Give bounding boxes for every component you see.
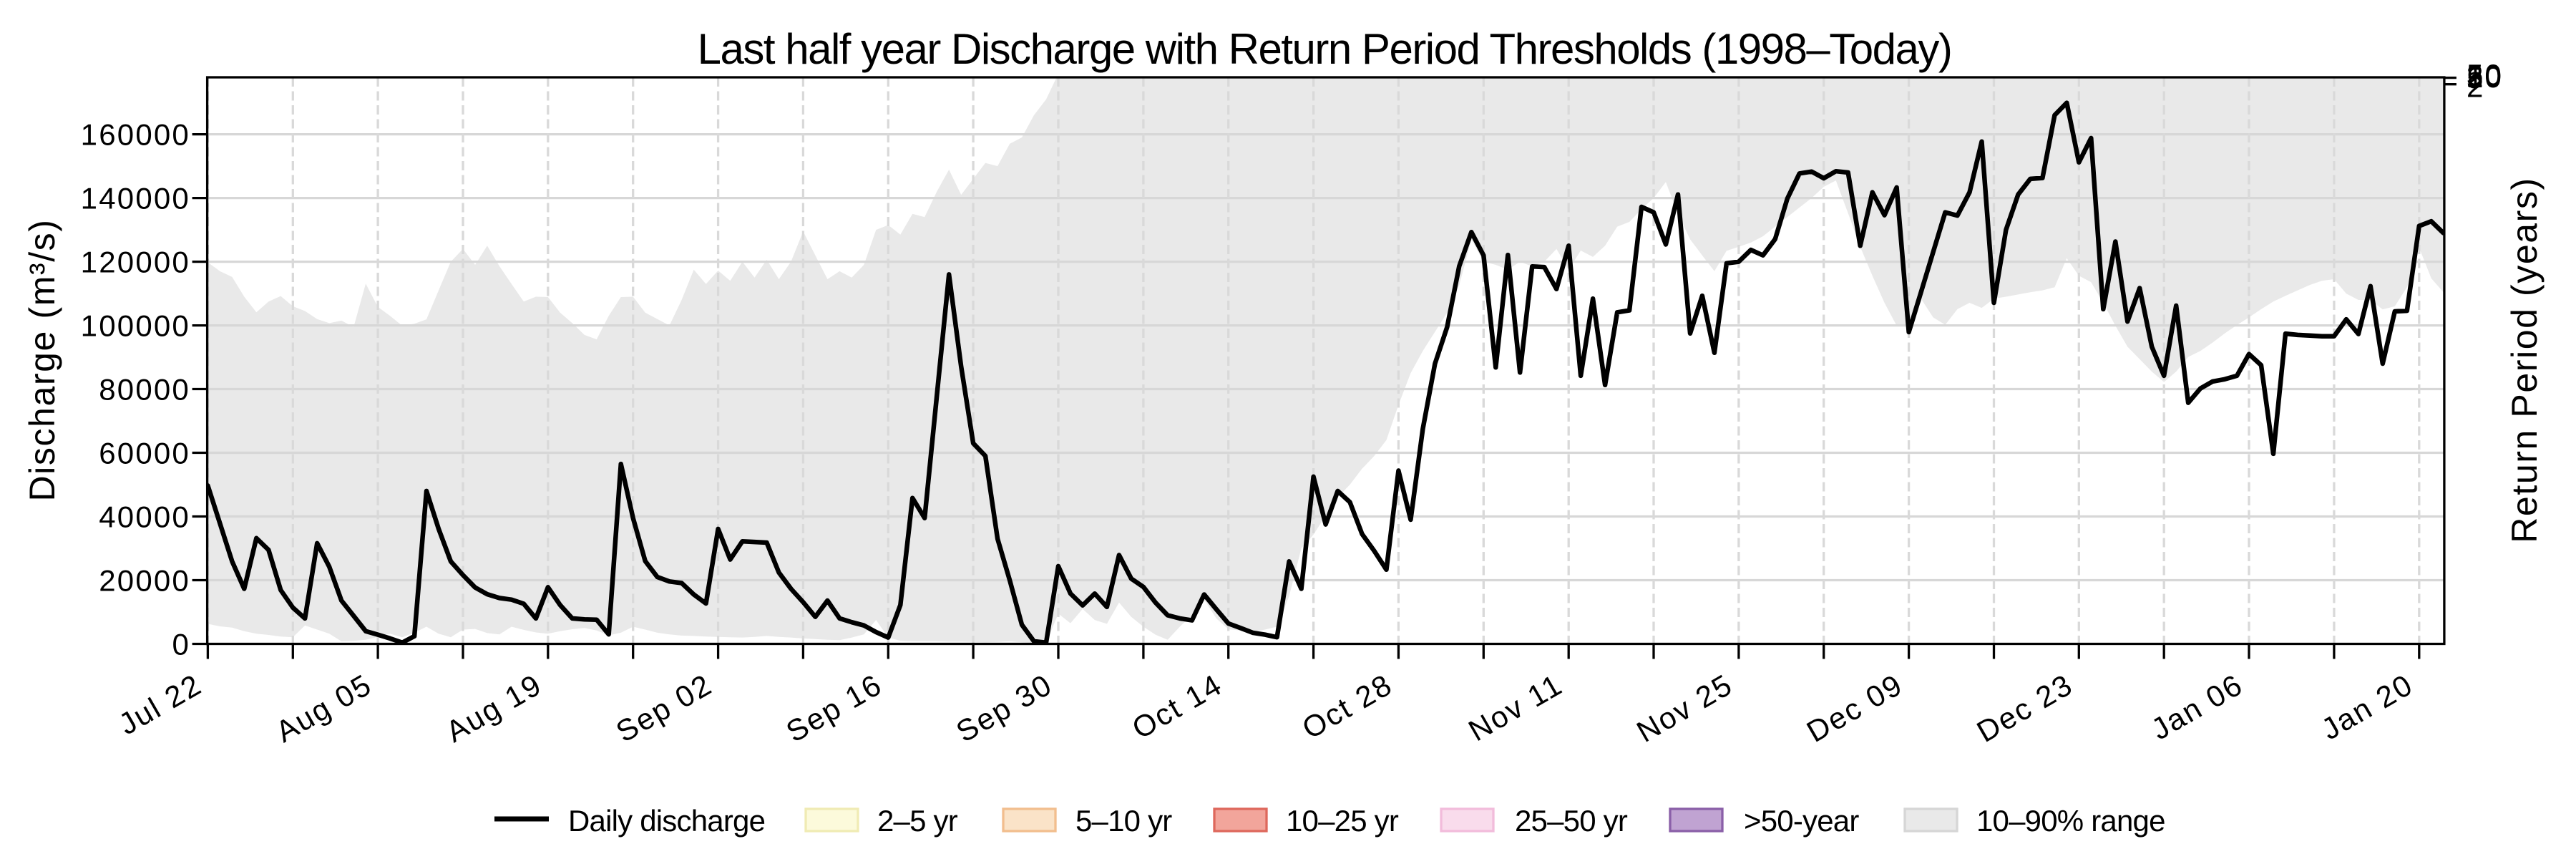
svg-text:Last half year Discharge with: Last half year Discharge with Return Per… [698,25,1952,73]
svg-text:2: 2 [2467,70,2485,104]
svg-text:2–5 yr: 2–5 yr [877,804,958,838]
svg-text:>50-year: >50-year [1744,804,1859,838]
svg-text:25–50 yr: 25–50 yr [1515,804,1628,838]
svg-text:10: 10 [2467,60,2503,94]
svg-text:30: 30 [2467,59,2503,92]
svg-text:10–25 yr: 10–25 yr [1286,804,1399,838]
svg-text:50: 50 [2467,58,2503,92]
svg-text:80000: 80000 [99,373,190,407]
svg-text:40000: 40000 [99,500,190,534]
svg-text:10–90% range: 10–90% range [1976,804,2165,838]
svg-text:Return Period (years): Return Period (years) [2504,177,2545,543]
svg-text:Discharge (m³/s): Discharge (m³/s) [22,218,62,501]
svg-text:60000: 60000 [99,437,190,470]
svg-text:20: 20 [2467,59,2503,93]
svg-text:5: 5 [2467,61,2485,94]
svg-text:5–10 yr: 5–10 yr [1075,804,1172,838]
svg-text:0: 0 [172,628,190,661]
svg-text:20000: 20000 [99,564,190,598]
svg-text:140000: 140000 [81,182,190,215]
svg-text:120000: 120000 [81,246,190,279]
svg-text:100000: 100000 [81,309,190,343]
svg-text:160000: 160000 [81,118,190,152]
svg-text:Daily discharge: Daily discharge [568,804,765,838]
